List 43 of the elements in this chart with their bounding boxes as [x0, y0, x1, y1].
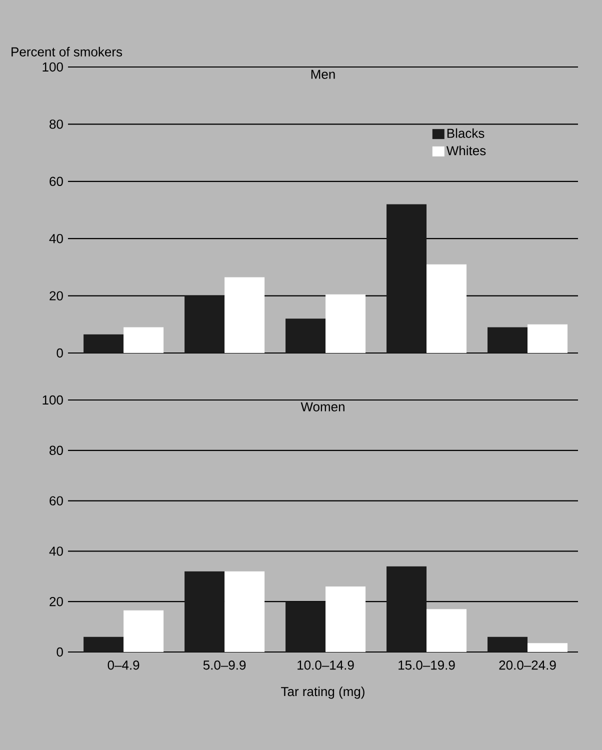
- bar: [84, 334, 124, 353]
- y-tick-label: 0: [56, 647, 63, 657]
- x-tick-label: 15.0–19.9: [398, 660, 455, 670]
- y-tick-label: 0: [56, 348, 63, 358]
- legend-label: Blacks: [447, 128, 484, 138]
- y-tick-label: 40: [49, 546, 63, 556]
- bar: [286, 318, 326, 353]
- bar: [124, 610, 164, 652]
- y-tick-label: 100: [42, 395, 63, 405]
- chart-title: Men: [311, 70, 335, 79]
- bar: [488, 327, 528, 353]
- bar: [426, 609, 467, 652]
- y-tick-label: 60: [50, 176, 63, 186]
- bar: [224, 277, 265, 353]
- y-tick-label: 60: [50, 496, 63, 506]
- chart-title: Women: [300, 402, 344, 412]
- bar: [124, 327, 164, 353]
- bar: [386, 566, 427, 652]
- y-tick-label: 20: [50, 596, 63, 606]
- x-tick-label: 5.0–9.9: [203, 660, 246, 670]
- bar: [488, 636, 528, 652]
- y-tick-label: 20: [50, 291, 63, 300]
- bar: [326, 294, 366, 353]
- bar: [184, 571, 225, 652]
- bar: [224, 571, 265, 652]
- x-tick-label: 20.0–24.9: [499, 660, 556, 670]
- legend-label: Whites: [446, 146, 486, 156]
- y-axis-title: Percent of smokers: [12, 46, 122, 56]
- y-tick-label: 80: [50, 120, 63, 129]
- bar: [528, 324, 568, 353]
- bar: [528, 643, 568, 652]
- x-tick-label: 10.0–14.9: [298, 660, 354, 670]
- y-tick-label: 40: [49, 234, 63, 244]
- bar: [184, 296, 225, 353]
- bar: [426, 264, 467, 353]
- x-axis-title: Tar rating (mg): [281, 686, 364, 699]
- y-tick-label: 100: [42, 62, 63, 72]
- bar: [386, 204, 427, 353]
- bar: [286, 602, 326, 652]
- y-tick-label: 80: [50, 446, 63, 455]
- x-tick-label: 0–4.9: [108, 660, 140, 670]
- bar: [84, 636, 124, 652]
- bar: [326, 586, 366, 652]
